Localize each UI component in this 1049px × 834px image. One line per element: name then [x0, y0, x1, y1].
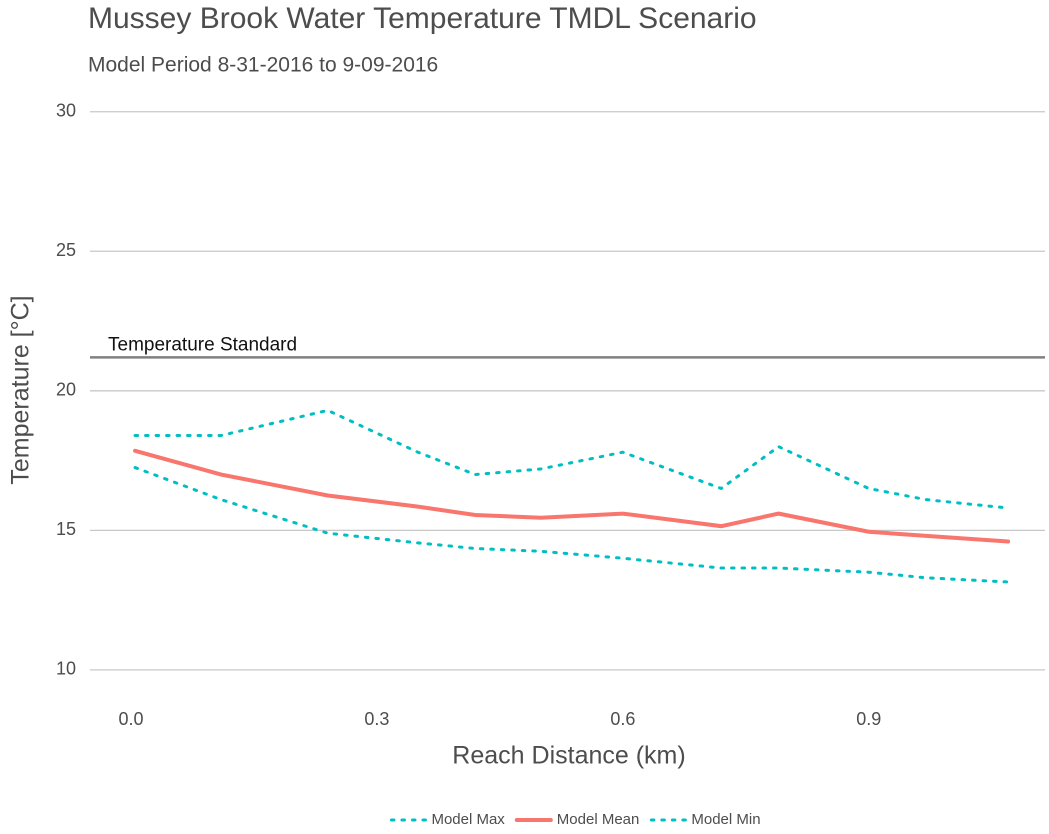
legend-label: Model Mean	[557, 811, 640, 828]
x-tick-label: 0.0	[118, 709, 143, 729]
y-tick-label: 25	[56, 240, 76, 260]
legend-label: Model Min	[691, 811, 760, 828]
x-tick-label: 0.3	[364, 709, 389, 729]
y-tick-label: 15	[56, 519, 76, 539]
legend: Model Max Model Mean Model Min	[389, 811, 761, 828]
x-axis-title: Reach Distance (km)	[452, 742, 685, 770]
series-line	[133, 448, 1011, 544]
series-line	[133, 466, 1010, 584]
legend-label: Model Max	[431, 811, 505, 828]
y-axis-title: Temperature [°C]	[7, 295, 35, 484]
y-tick-label: 30	[56, 100, 76, 120]
x-tick-label: 0.9	[856, 709, 881, 729]
y-tick-label: 20	[56, 380, 76, 400]
y-tick-label: 10	[56, 659, 76, 679]
reference-label: Temperature Standard	[108, 334, 297, 355]
x-tick-label: 0.6	[610, 709, 635, 729]
series-line	[133, 408, 1010, 510]
chart-title: Mussey Brook Water Temperature TMDL Scen…	[88, 2, 757, 35]
chart-subtitle: Model Period 8-31-2016 to 9-09-2016	[88, 54, 438, 77]
